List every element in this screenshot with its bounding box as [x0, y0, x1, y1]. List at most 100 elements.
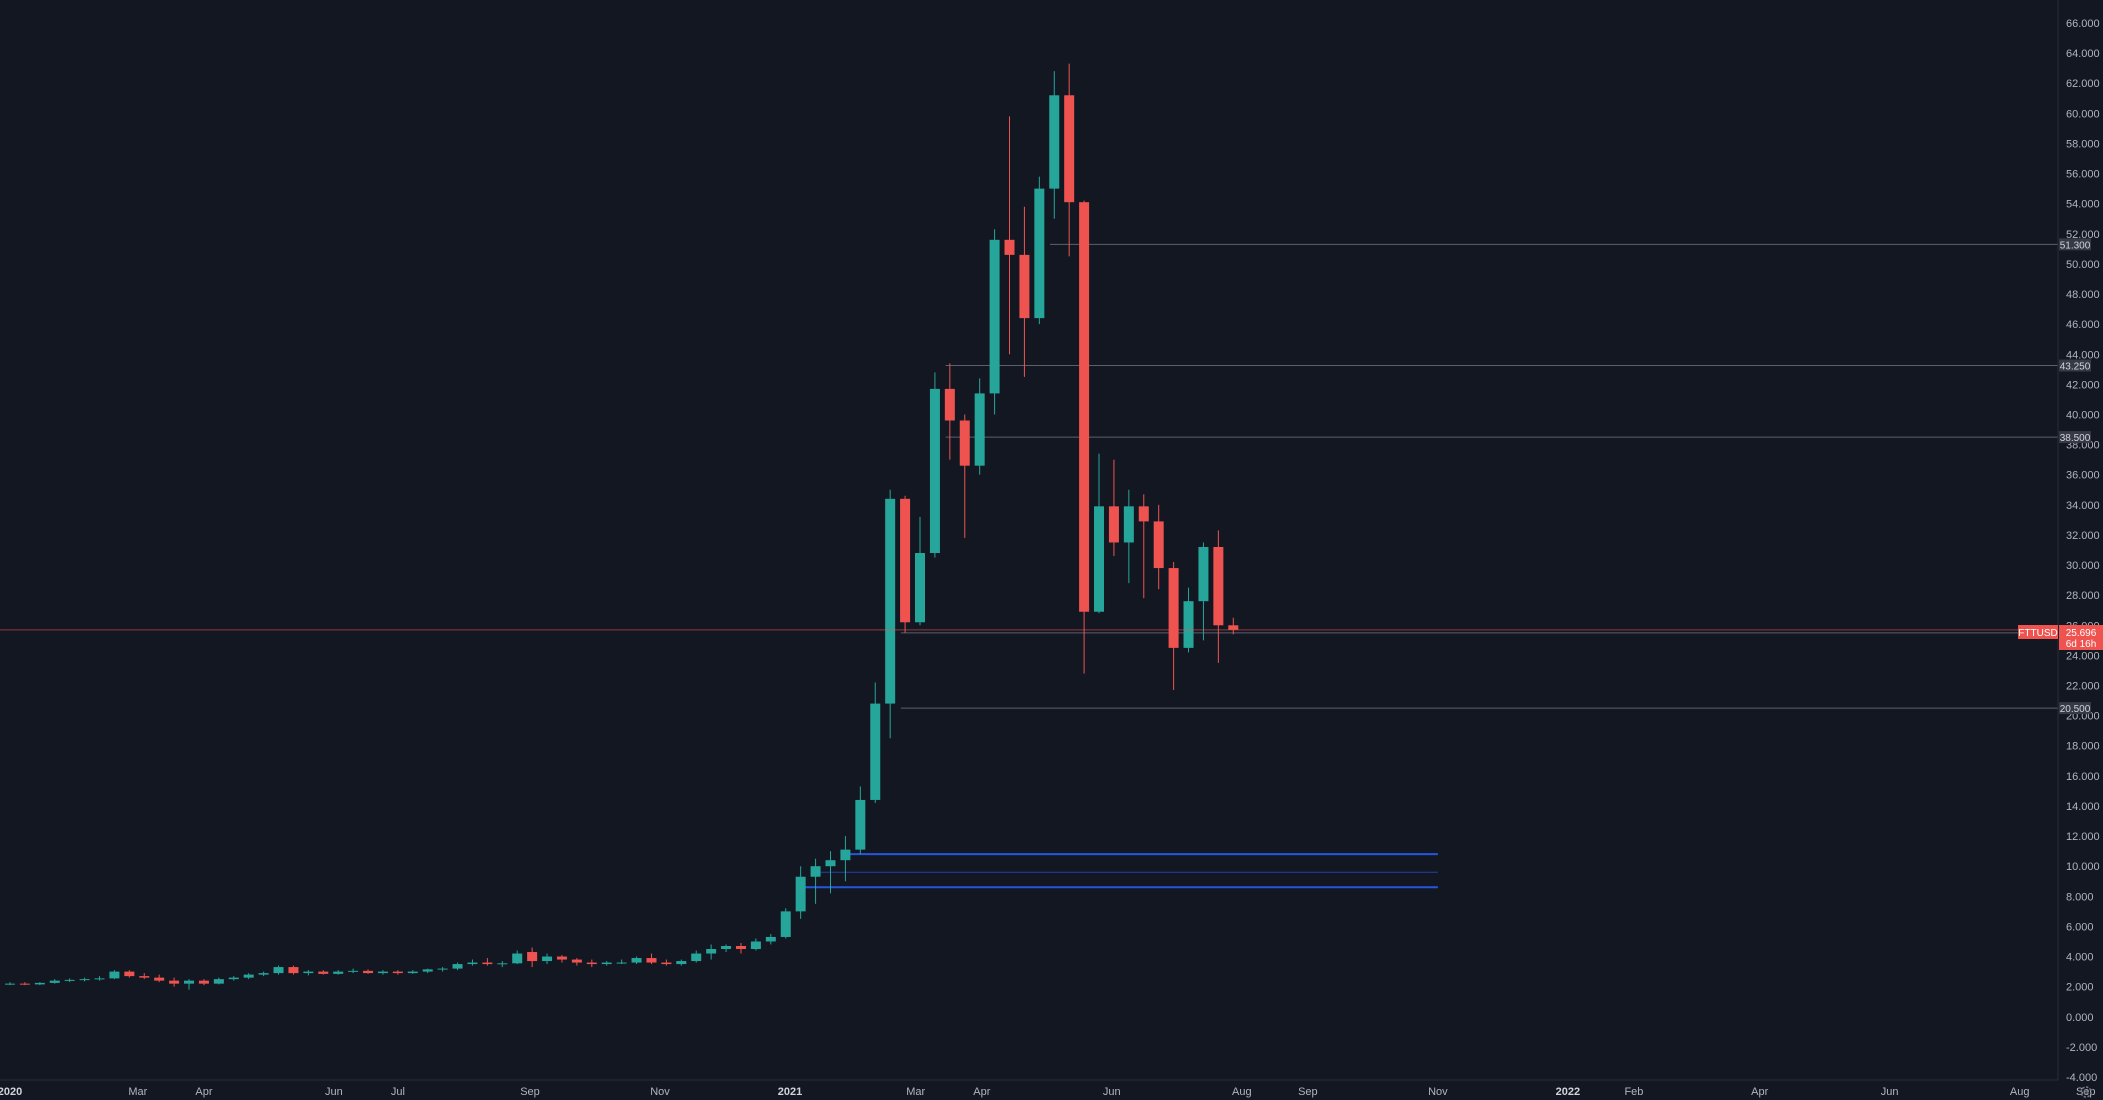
candle-up — [1094, 453, 1105, 614]
time-tick-label: Sep — [2076, 1086, 2096, 1098]
candle-body — [228, 977, 239, 980]
candle-down — [944, 363, 955, 460]
candle-body — [1138, 506, 1149, 522]
candle-up — [467, 959, 478, 966]
candle-body — [1094, 506, 1105, 612]
candle-body — [1034, 188, 1045, 319]
candle-body — [900, 498, 911, 623]
price-tick-label: 52.000 — [2066, 229, 2100, 241]
candle-down — [392, 970, 403, 975]
candle-body — [1108, 506, 1119, 543]
candle-body — [124, 971, 135, 977]
price-axis[interactable]: 66.000 64.000 62.000 60.000 58.000 56.000 54.0… — [2057, 0, 2103, 1084]
candle-up — [34, 982, 45, 986]
price-tick-label: 30.000 — [2066, 560, 2100, 572]
candle-body — [750, 941, 761, 950]
time-tick-label: Apr — [1751, 1086, 1768, 1098]
candle-body — [601, 962, 612, 965]
candle-body — [198, 980, 209, 984]
candle-body — [780, 911, 791, 937]
candle-up — [870, 682, 881, 803]
candle-body — [363, 970, 374, 974]
candle-body — [49, 980, 60, 983]
price-tick-label: 22.000 — [2066, 681, 2100, 693]
candle-body — [79, 979, 90, 981]
settings-icon[interactable] — [2080, 1086, 2092, 1098]
price-tick-label: 14.000 — [2066, 801, 2100, 813]
candle-down — [154, 974, 165, 983]
price-tick-label: -2.000 — [2066, 1042, 2097, 1054]
horizontal-levels[interactable] — [900, 243, 2058, 709]
candle-down — [586, 959, 597, 968]
candle-up — [184, 979, 195, 990]
price-tick-label: 0.000 — [2066, 1012, 2094, 1024]
candle-body — [810, 866, 821, 877]
price-tick-label: 32.000 — [2066, 530, 2100, 542]
candle-up — [452, 962, 463, 971]
candle-body — [885, 498, 896, 704]
price-tick-label: 46.000 — [2066, 319, 2100, 331]
candle-up — [243, 973, 254, 980]
price-tick-label: 44.000 — [2066, 349, 2100, 361]
candle-body — [527, 952, 538, 962]
price-tag-value: 25.696 — [2066, 628, 2097, 639]
price-tick-label: 62.000 — [2066, 78, 2100, 90]
price-tick-label: 54.000 — [2066, 199, 2100, 211]
candle-series — [5, 63, 1239, 990]
price-tick-label: 48.000 — [2066, 289, 2100, 301]
symbol-name: FTTUSD — [2018, 628, 2057, 639]
time-axis[interactable]: 2020 Mar Apr Jun Jul Sep Nov 2021 Mar Apr Jun Aug Se… — [0, 1079, 2096, 1100]
candle-body — [34, 982, 45, 985]
candle-down — [318, 970, 329, 975]
candle-body — [1019, 254, 1030, 319]
candle-up — [1123, 489, 1134, 584]
candle-up — [348, 968, 359, 974]
candle-body — [989, 239, 1000, 394]
level-label-box — [2059, 238, 2091, 251]
candle-down — [959, 414, 970, 538]
candle-up — [616, 959, 627, 965]
candle-body — [437, 968, 448, 970]
candle-body — [109, 971, 120, 979]
candle-body — [735, 946, 746, 950]
candle-up — [303, 970, 314, 976]
candle-body — [721, 946, 732, 950]
time-tick-label: Sep — [1298, 1086, 1318, 1098]
time-axis-background — [0, 1080, 2058, 1100]
candle-up — [422, 968, 433, 974]
candle-body — [631, 958, 642, 963]
candle-up — [5, 982, 15, 986]
candle-body — [94, 978, 105, 980]
candle-body — [213, 979, 224, 984]
candle-down — [169, 977, 180, 987]
candle-up — [228, 976, 239, 981]
candle-body — [1213, 546, 1224, 626]
candle-up — [1183, 587, 1194, 653]
candle-down — [571, 958, 582, 966]
time-tick-label: Sep — [520, 1086, 540, 1098]
candle-body — [795, 876, 806, 912]
candle-down — [1064, 63, 1075, 257]
candle-body — [482, 962, 493, 965]
time-tick-label: Jun — [1881, 1086, 1899, 1098]
candle-up — [64, 978, 75, 983]
candle-up — [377, 970, 388, 975]
candle-body — [840, 849, 851, 861]
price-tick-label: 34.000 — [2066, 500, 2100, 512]
candle-down — [1108, 459, 1119, 557]
price-tick-label: 6.000 — [2066, 921, 2094, 933]
level-label-box — [2059, 702, 2091, 715]
candle-down — [19, 982, 30, 986]
zone-lines[interactable] — [796, 853, 1438, 889]
candle-body — [5, 983, 15, 985]
candle-body — [706, 949, 717, 954]
time-tick-label: 2020 — [0, 1086, 22, 1098]
candle-up — [601, 961, 612, 966]
time-tick-label: Jul — [391, 1086, 405, 1098]
price-tick-label: -4.000 — [2066, 1072, 2097, 1084]
candle-body — [691, 953, 702, 962]
level-label-text: 51.300 — [2060, 240, 2091, 251]
candle-body — [1168, 568, 1179, 648]
time-tick-label: Mar — [128, 1086, 147, 1098]
